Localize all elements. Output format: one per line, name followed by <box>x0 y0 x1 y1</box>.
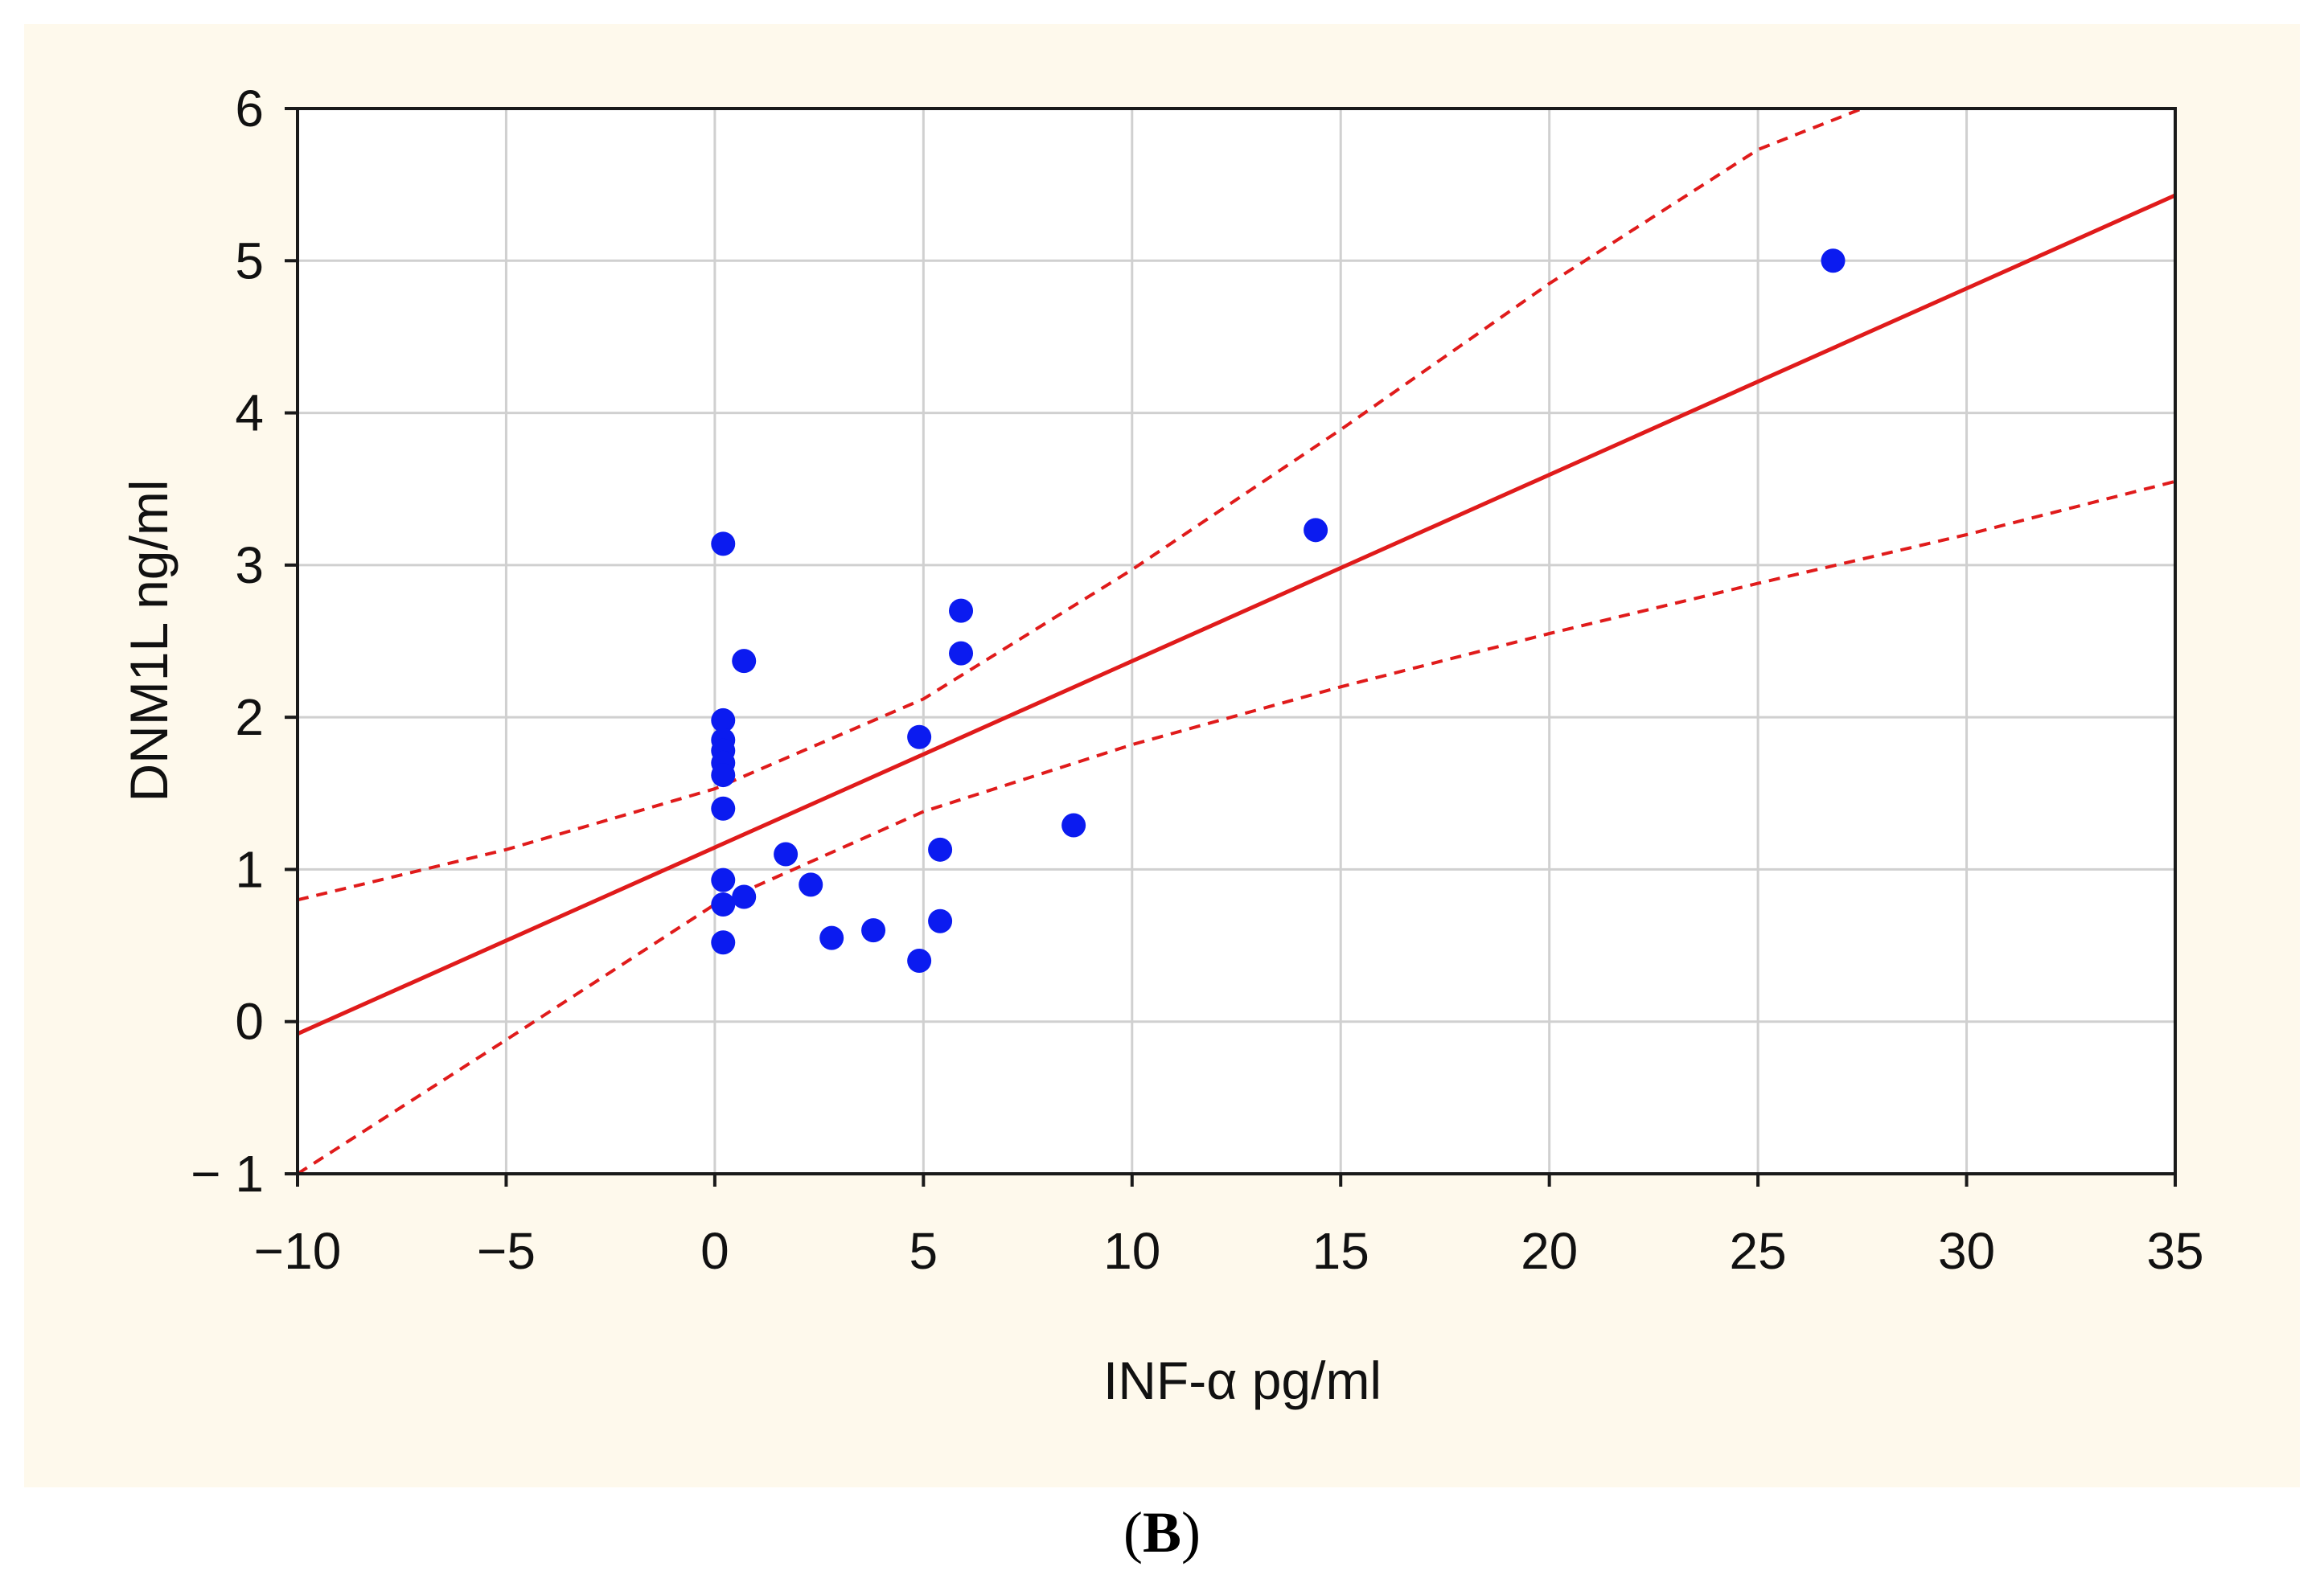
x-tick-label: 0 <box>700 1222 729 1280</box>
data-point <box>799 872 823 897</box>
y-tick-label: 2 <box>235 688 264 746</box>
data-point <box>711 707 736 732</box>
x-tick-label: −5 <box>477 1222 536 1280</box>
data-point <box>711 763 736 788</box>
x-axis-title: INF-α pg/ml <box>1103 1351 1382 1410</box>
y-tick-label: 4 <box>235 384 264 442</box>
x-tick-label: 5 <box>909 1222 938 1280</box>
plot-frame <box>296 107 2177 1175</box>
y-tick-label: 5 <box>235 232 264 289</box>
data-point <box>732 884 757 909</box>
data-point <box>907 724 932 749</box>
x-tick-label: 15 <box>1312 1222 1369 1280</box>
panel-label: (B) <box>1123 1500 1201 1565</box>
data-point <box>1304 518 1328 543</box>
data-point <box>928 837 953 862</box>
x-tick-label: 30 <box>1938 1222 1995 1280</box>
axis-ticks <box>285 107 2177 1187</box>
panel-label-close-paren: ) <box>1181 1500 1201 1565</box>
data-point <box>774 842 799 867</box>
data-point <box>711 867 736 892</box>
y-tick-label: − 1 <box>191 1145 264 1203</box>
data-point <box>732 649 757 674</box>
regression-fit <box>296 193 2177 1036</box>
data-point <box>711 796 736 821</box>
x-axis-tick-labels: −10 −5 0 5 10 15 20 25 30 35 <box>254 1222 2204 1280</box>
data-point <box>907 949 932 973</box>
data-point <box>819 925 844 950</box>
y-axis-tick-labels: − 1 0 1 2 3 4 5 6 <box>191 80 264 1203</box>
data-point <box>1821 248 1846 273</box>
confidence-band <box>296 107 2176 1175</box>
data-point <box>711 531 736 556</box>
data-point <box>949 598 974 623</box>
data-point <box>949 641 974 666</box>
plot-area <box>298 109 2175 1174</box>
data-point <box>711 930 736 955</box>
y-tick-label: 0 <box>235 993 264 1051</box>
x-tick-label: −10 <box>254 1222 342 1280</box>
panel-label-letter: B <box>1143 1500 1181 1565</box>
data-point <box>928 908 953 933</box>
y-tick-label: 6 <box>235 80 264 137</box>
data-point <box>711 892 736 917</box>
data-point <box>861 918 886 943</box>
panel-label-open-paren: ( <box>1123 1500 1143 1565</box>
y-axis-title: DNM1L ng/ml <box>119 480 179 802</box>
y-tick-label: 3 <box>235 536 264 594</box>
data-points <box>711 248 1846 973</box>
x-tick-label: 10 <box>1103 1222 1160 1280</box>
confidence-band-lower <box>296 479 2176 1175</box>
x-tick-label: 25 <box>1730 1222 1787 1280</box>
x-tick-label: 20 <box>1521 1222 1578 1280</box>
y-tick-label: 1 <box>235 840 264 898</box>
data-point <box>1061 813 1086 838</box>
x-tick-label: 35 <box>2146 1222 2203 1280</box>
regression-line <box>296 193 2177 1036</box>
